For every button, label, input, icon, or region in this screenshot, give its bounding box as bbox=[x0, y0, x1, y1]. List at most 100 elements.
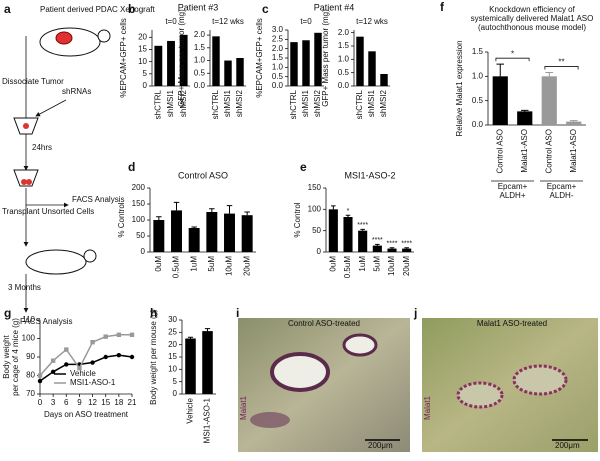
x-axis-label: Days on ASO treatment bbox=[44, 410, 129, 419]
y-tick-label: 3.0 bbox=[272, 25, 284, 34]
y-axis-label: % Control bbox=[293, 202, 302, 237]
y-tick-label: 80 bbox=[26, 371, 35, 380]
chart-subtitle: t=0 bbox=[165, 17, 177, 26]
y-tick-label: 100 bbox=[308, 204, 322, 213]
line-series bbox=[39, 354, 133, 382]
chart-title: MSI1-ASO-2 bbox=[344, 170, 395, 180]
diagram-label: 3 Months bbox=[8, 283, 41, 292]
point bbox=[116, 352, 122, 358]
diagram-label: 24hrs bbox=[32, 143, 52, 152]
bar bbox=[202, 331, 213, 394]
bar bbox=[171, 210, 182, 252]
bar bbox=[358, 230, 368, 252]
error-bar bbox=[191, 226, 197, 228]
y-tick-label: 1.0 bbox=[472, 71, 484, 80]
chart-title: systemically delivered Malat1 ASO bbox=[471, 14, 594, 23]
x-tick-label: 0.5uM bbox=[172, 256, 181, 279]
point bbox=[116, 332, 122, 337]
y-tick-label: 200 bbox=[132, 183, 146, 192]
x-tick-label: shCTRL bbox=[289, 89, 298, 119]
y-axis-label: % Control bbox=[117, 202, 126, 237]
diagram-label: Dissociate Tumor bbox=[2, 77, 64, 86]
y-tick-label: 25 bbox=[168, 327, 177, 336]
panel-label: j bbox=[413, 306, 417, 320]
y-tick-label: 15 bbox=[168, 352, 177, 361]
y-tick-label: 1.5 bbox=[194, 43, 206, 52]
error-bar bbox=[389, 247, 395, 249]
bar bbox=[188, 228, 200, 252]
error-bar bbox=[345, 214, 351, 218]
chart-title: Control ASO bbox=[178, 170, 228, 180]
bar bbox=[206, 212, 218, 252]
error-bar bbox=[404, 247, 409, 249]
panel-label: a bbox=[4, 2, 11, 16]
chart-title: Patient #4 bbox=[314, 2, 355, 12]
significance-bracket bbox=[495, 57, 530, 62]
x-tick-label: shCTRL bbox=[153, 89, 162, 119]
y-axis-label: %EPCAM+GFP+ cells bbox=[255, 18, 264, 98]
legend-label: Vehicle bbox=[70, 369, 96, 378]
diagram-label: FACS Analysis bbox=[72, 195, 124, 204]
point bbox=[129, 332, 135, 337]
y-tick-label: 1.5 bbox=[272, 53, 284, 62]
x-tick-label: 1uM bbox=[189, 256, 198, 272]
bar bbox=[541, 76, 557, 125]
x-tick-label: 10uM bbox=[387, 256, 396, 276]
x-tick-label: 5uM bbox=[207, 256, 216, 272]
x-tick-label: shMSI1 bbox=[223, 89, 232, 117]
group-label: ALDH- bbox=[549, 191, 573, 200]
bar bbox=[517, 111, 533, 125]
bar bbox=[387, 248, 397, 252]
y-tick-label: 1.5 bbox=[472, 47, 484, 56]
y-tick-label: 0.5 bbox=[194, 68, 206, 77]
chart-title: Knockdown efficiency of bbox=[489, 5, 575, 14]
y-tick-label: 1.0 bbox=[338, 54, 350, 63]
x-tick-label: Control ASO bbox=[495, 129, 504, 173]
y-axis-label: Relative Malat1 expression bbox=[455, 40, 464, 136]
point bbox=[37, 378, 43, 384]
panel-label: h bbox=[150, 306, 157, 320]
y-tick-label: 50 bbox=[136, 231, 145, 240]
significance-label: **** bbox=[387, 241, 398, 248]
chart-title: (autochthonous mouse model) bbox=[478, 23, 586, 32]
x-tick-label: shMSI1 bbox=[301, 89, 310, 117]
y-tick-label: 90 bbox=[26, 352, 35, 361]
error-bar bbox=[569, 120, 578, 122]
bar bbox=[154, 45, 163, 86]
x-tick-label: Control ASO bbox=[544, 129, 553, 173]
stain-label: Malat1 bbox=[423, 395, 432, 420]
y-tick-label: 0.5 bbox=[338, 68, 350, 77]
x-tick-label: shMSI1 bbox=[166, 89, 175, 117]
y-axis-label: per cage of 4 mice (g) bbox=[11, 318, 20, 396]
point bbox=[129, 354, 135, 360]
error-bar bbox=[331, 205, 336, 210]
x-tick-label: 0uM bbox=[328, 256, 337, 272]
error-bar bbox=[173, 201, 180, 211]
bar bbox=[179, 34, 188, 86]
y-tick-label: 0 bbox=[317, 247, 322, 256]
bar bbox=[356, 36, 364, 86]
point bbox=[103, 354, 108, 360]
error-bar bbox=[496, 63, 505, 77]
chart-subtitle: t=12 wks bbox=[212, 17, 244, 26]
y-tick-label: 15 bbox=[138, 45, 147, 54]
point bbox=[90, 360, 95, 365]
y-tick-label: 0.5 bbox=[472, 96, 484, 105]
y-tick-label: 0.0 bbox=[472, 120, 484, 129]
chart-title: Patient #3 bbox=[178, 2, 219, 12]
y-tick-label: 0 bbox=[173, 389, 178, 398]
bar bbox=[212, 36, 220, 86]
chart-subtitle: t=12 wks bbox=[356, 17, 388, 26]
x-tick-label: shMSI2 bbox=[313, 89, 322, 117]
y-axis-label: Body weight bbox=[2, 334, 11, 378]
x-tick-label: 20uM bbox=[402, 256, 411, 276]
y-tick-label: 100 bbox=[22, 334, 36, 343]
panel-label: e bbox=[300, 160, 307, 174]
y-axis-label: GFP+ Mass per tumor (mg) bbox=[321, 9, 330, 107]
bar bbox=[343, 217, 353, 252]
error-bar bbox=[360, 228, 365, 231]
bar bbox=[380, 74, 388, 86]
x-tick-label: 0.5uM bbox=[343, 256, 352, 279]
y-tick-label: 0.0 bbox=[338, 81, 350, 90]
x-tick-label: 9 bbox=[77, 398, 82, 407]
